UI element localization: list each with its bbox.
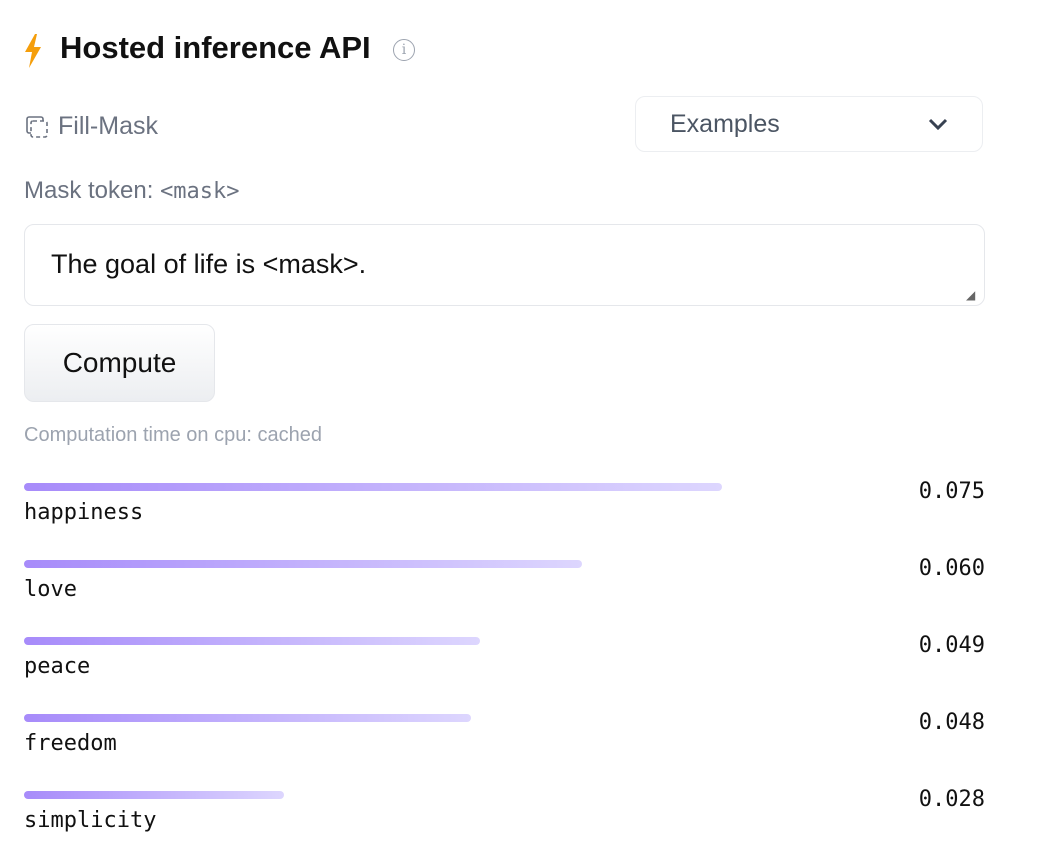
task-label: Fill-Mask <box>58 112 158 140</box>
result-label: simplicity <box>24 808 157 833</box>
result-score: 0.048 <box>918 710 985 735</box>
score-bar <box>24 714 471 722</box>
score-bar <box>24 637 480 645</box>
info-icon[interactable]: i <box>393 39 415 61</box>
result-label: peace <box>24 654 91 679</box>
page-title: Hosted inference API <box>60 30 371 65</box>
examples-dropdown[interactable]: Examples <box>635 96 983 152</box>
chevron-down-icon <box>928 118 948 130</box>
score-bar <box>24 560 583 568</box>
result-score: 0.028 <box>918 787 985 812</box>
result-row: simplicity 0.028 <box>24 787 985 851</box>
mask-token-text: Mask token: <box>24 177 154 204</box>
result-label: love <box>24 577 77 602</box>
compute-button[interactable]: Compute <box>24 324 215 402</box>
result-score: 0.049 <box>918 633 985 658</box>
task-type: Fill-Mask <box>26 112 158 141</box>
result-score: 0.060 <box>918 556 985 581</box>
result-score: 0.075 <box>918 479 985 504</box>
result-row: happiness 0.075 <box>24 479 985 543</box>
examples-label: Examples <box>670 109 780 138</box>
text-input[interactable]: The goal of life is <mask>. <box>24 224 985 306</box>
computation-time: Computation time on cpu: cached <box>24 424 322 446</box>
lightning-icon <box>25 34 41 68</box>
score-bar <box>24 483 722 491</box>
score-bar <box>24 791 285 799</box>
result-label: freedom <box>24 731 117 756</box>
mask-token-label: Mask token: <mask> <box>24 177 240 205</box>
result-row: love 0.060 <box>24 556 985 620</box>
result-row: peace 0.049 <box>24 633 985 697</box>
mask-token: <mask> <box>160 179 240 204</box>
result-row: freedom 0.048 <box>24 710 985 774</box>
fill-mask-icon <box>26 115 48 138</box>
resize-handle-icon[interactable]: ◢ <box>966 288 976 302</box>
result-label: happiness <box>24 500 144 525</box>
